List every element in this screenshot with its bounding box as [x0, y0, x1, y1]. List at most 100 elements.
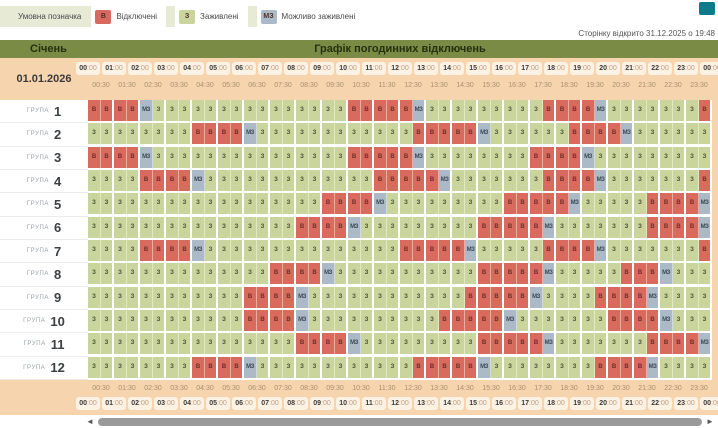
- schedule-cell: З: [543, 123, 556, 145]
- schedule-cell: З: [244, 263, 257, 285]
- group-prefix: ГРУПА: [26, 108, 49, 115]
- schedule-grid: ГРУПА 1 В В В В МЗ З З З З З З З З З З З З З З З В В В В В МЗ З З З З З З…: [0, 100, 718, 380]
- schedule-cell: З: [88, 309, 101, 331]
- half-hour-label: 20:30: [612, 385, 630, 392]
- half-hour-label: 06:30: [248, 82, 266, 89]
- hour-label: 21:00: [622, 397, 646, 410]
- schedule-cell: З: [608, 216, 621, 238]
- schedule-cell: МЗ: [348, 333, 361, 355]
- schedule-cell: З: [361, 356, 374, 378]
- group-prefix: ГРУПА: [26, 294, 49, 301]
- schedule-cell: З: [231, 100, 244, 121]
- schedule-cell: З: [647, 123, 660, 145]
- half-hour-label: 12:30: [404, 82, 422, 89]
- schedule-cell: З: [179, 193, 192, 215]
- schedule-cell: З: [179, 309, 192, 331]
- schedule-cell: З: [491, 169, 504, 191]
- group-prefix: ГРУПА: [23, 318, 46, 325]
- schedule-cell: З: [153, 286, 166, 308]
- schedule-cell: З: [101, 169, 114, 191]
- schedule-cell: З: [517, 146, 530, 168]
- schedule-cell: В: [530, 146, 543, 168]
- schedule-cell: В: [504, 286, 517, 308]
- schedule-cell: В: [556, 169, 569, 191]
- schedule-cell: В: [478, 263, 491, 285]
- schedule-cell: В: [166, 169, 179, 191]
- schedule-cell: З: [361, 263, 374, 285]
- schedule-cell: В: [686, 193, 699, 215]
- schedule-cell: В: [361, 100, 374, 121]
- schedule-cell: З: [309, 100, 322, 121]
- group-number: 5: [54, 196, 62, 212]
- schedule-cell: З: [426, 146, 439, 168]
- schedule-cell: З: [153, 146, 166, 168]
- schedule-cell: З: [374, 239, 387, 261]
- group-row: ГРУПА 11 З З З З З З З З З З З З З З З З В В В В МЗ З З З З З З З З З В В…: [0, 333, 718, 357]
- schedule-cell: В: [569, 123, 582, 145]
- schedule-cell: З: [140, 309, 153, 331]
- schedule-cell: В: [309, 216, 322, 238]
- schedule-cell: З: [231, 263, 244, 285]
- schedule-cell: З: [530, 239, 543, 261]
- schedule-cell: З: [114, 356, 127, 378]
- schedule-cell: МЗ: [348, 216, 361, 238]
- schedule-cell: В: [361, 146, 374, 168]
- hour-label: 15:00: [466, 62, 490, 75]
- half-hour-label: 05:30: [222, 82, 240, 89]
- schedule-cell: З: [634, 123, 647, 145]
- schedule-cell: З: [556, 263, 569, 285]
- half-hour-label: 23:30: [690, 385, 708, 392]
- schedule-cell: З: [296, 100, 309, 121]
- scroll-right-icon[interactable]: ►: [706, 417, 714, 426]
- group-prefix: ГРУПА: [26, 154, 49, 161]
- schedule-cell: З: [348, 169, 361, 191]
- schedule-cell: З: [556, 123, 569, 145]
- schedule-cell: В: [322, 216, 335, 238]
- group-row: ГРУПА 3 В В В В МЗ З З З З З З З З З З З З З З З В В В В В МЗ З З З З З З…: [0, 146, 718, 170]
- schedule-cell: МЗ: [543, 333, 556, 355]
- hour-label: 23:00: [674, 397, 698, 410]
- schedule-cell: З: [231, 286, 244, 308]
- hour-label: 01:00: [102, 397, 126, 410]
- schedule-cell: З: [673, 356, 686, 378]
- schedule-cell: З: [699, 286, 712, 308]
- schedule-cell: З: [621, 100, 634, 121]
- group-cells: В В В В МЗ З З З З З З З З З З З З З З З В В В В В МЗ З З З З З З З З З В В В…: [88, 100, 712, 123]
- schedule-cell: З: [296, 123, 309, 145]
- group-row: ГРУПА 12 З З З З З З З З В В В В МЗ З З З З З З З З З З З З В В В В В МЗ…: [0, 356, 718, 380]
- group-row: ГРУПА 7 З З З З В В В В МЗ З З З З З З З З З З З З З З З В В В В В МЗ З З…: [0, 239, 718, 264]
- schedule-cell: В: [452, 123, 465, 145]
- schedule-cell: З: [634, 146, 647, 168]
- schedule-cell: МЗ: [647, 356, 660, 378]
- half-hour-label: 16:30: [508, 385, 526, 392]
- right-edge-strip: [712, 100, 718, 380]
- schedule-cell: В: [88, 146, 101, 168]
- schedule-cell: З: [179, 333, 192, 355]
- schedule-cell: З: [439, 100, 452, 121]
- corner-widget[interactable]: [699, 2, 715, 15]
- scrollbar-thumb[interactable]: [98, 418, 702, 426]
- schedule-cell: З: [244, 193, 257, 215]
- schedule-cell: З: [88, 216, 101, 238]
- schedule-cell: В: [270, 286, 283, 308]
- hour-label: 11:00: [362, 62, 386, 75]
- schedule-cell: В: [387, 100, 400, 121]
- scroll-left-icon[interactable]: ◄: [86, 417, 94, 426]
- schedule-cell: З: [543, 309, 556, 331]
- schedule-cell: МЗ: [244, 356, 257, 378]
- hour-label: 22:00: [648, 62, 672, 75]
- schedule-cell: З: [218, 309, 231, 331]
- schedule-cell: З: [283, 100, 296, 121]
- schedule-cell: З: [595, 263, 608, 285]
- half-hour-label: 14:30: [456, 385, 474, 392]
- half-hour-label: 09:30: [326, 82, 344, 89]
- schedule-cell: З: [205, 286, 218, 308]
- schedule-cell: З: [660, 286, 673, 308]
- schedule-cell: З: [491, 123, 504, 145]
- half-hour-label: 11:30: [378, 82, 396, 89]
- schedule-cell: З: [309, 169, 322, 191]
- schedule-cell: З: [179, 100, 192, 121]
- hour-label: 18:00: [544, 62, 568, 75]
- schedule-cell: З: [257, 356, 270, 378]
- schedule-cell: В: [647, 309, 660, 331]
